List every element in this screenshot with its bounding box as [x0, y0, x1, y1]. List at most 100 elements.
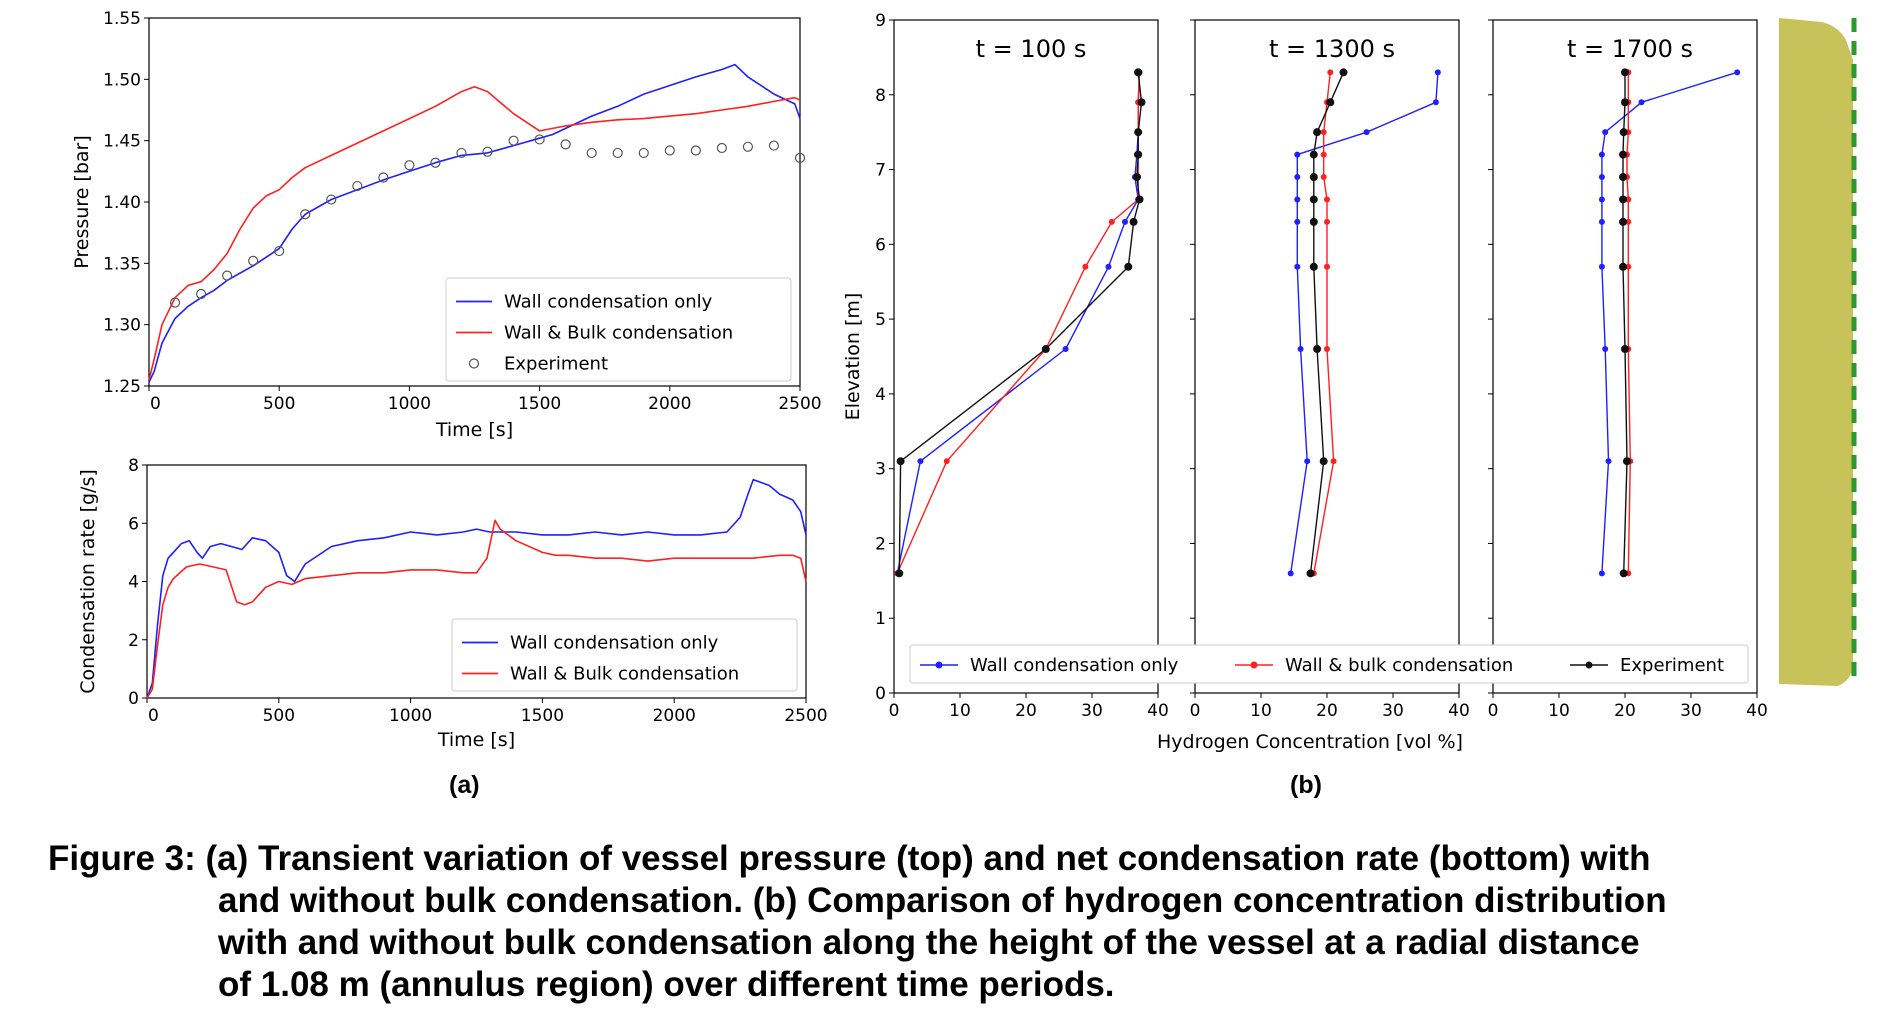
y-tick-label: 2	[875, 534, 886, 554]
data-point-wall-only	[1638, 99, 1645, 106]
data-point-experiment	[1619, 217, 1628, 226]
series-line-wall-bulk	[896, 72, 1141, 574]
x-tick-label: 1000	[389, 706, 432, 726]
x-tick-label: 10	[1548, 701, 1570, 721]
plot-frame	[893, 19, 1159, 694]
data-point-wall-bulk	[1324, 196, 1330, 203]
series-line-wall-bulk	[146, 519, 807, 699]
hydrogen-panel-1: 0 10 20 30 40 0 1 2 3 4 5 6 7 8 9 t = 100 s	[875, 11, 1169, 721]
x-tick-label: 500	[263, 706, 295, 726]
x-axis-label: Time [s]	[437, 729, 515, 751]
y-tick-label: 0	[875, 684, 886, 704]
data-point-wall-only	[1605, 458, 1612, 465]
experiment-point	[222, 270, 233, 281]
legend-label: Wall condensation only	[970, 655, 1179, 676]
data-point-wall-bulk	[1625, 263, 1632, 270]
y-tick-label: 1.40	[103, 193, 141, 213]
data-point-experiment	[1622, 457, 1631, 466]
legend-label: Experiment	[504, 354, 608, 375]
experiment-point	[274, 245, 285, 257]
y-tick-label: 3	[875, 460, 886, 480]
legend-label: Experiment	[1620, 655, 1724, 676]
experiment-point	[664, 145, 675, 156]
data-point-wall-bulk	[1324, 263, 1330, 270]
data-point-experiment	[1619, 262, 1628, 271]
data-point-experiment	[1326, 98, 1335, 107]
experiment-point	[300, 209, 311, 220]
data-point-wall-bulk	[1625, 218, 1632, 225]
legend-marker	[1585, 661, 1593, 669]
y-tick-label: 0	[128, 689, 139, 709]
series-line-experiment	[898, 72, 1143, 574]
x-tick-label: 30	[1382, 701, 1404, 721]
data-point-experiment	[1134, 128, 1143, 137]
data-point-wall-only	[1432, 99, 1439, 106]
legend-label: Wall & bulk condensation	[1285, 655, 1513, 676]
data-point-wall-bulk	[1320, 174, 1327, 181]
y-axis-label: Condensation rate [g/s]	[77, 469, 99, 694]
data-point-experiment	[1339, 68, 1348, 77]
experiment-point	[378, 172, 389, 183]
experiment-point	[404, 160, 415, 171]
x-tick-label: 40	[1746, 701, 1768, 721]
x-tick-label: 2000	[648, 394, 691, 414]
x-tick-label: 0	[1488, 701, 1499, 721]
x-tick-label: 20	[1614, 701, 1636, 721]
data-point-experiment	[1134, 68, 1143, 77]
data-point-wall-only	[1062, 346, 1069, 353]
x-tick-label: 1000	[388, 394, 431, 414]
data-point-experiment	[1041, 345, 1050, 354]
legend-marker	[935, 661, 943, 669]
data-point-wall-bulk	[1625, 196, 1632, 203]
data-point-wall-only	[1304, 458, 1311, 465]
data-point-wall-only	[1297, 346, 1304, 353]
data-point-wall-only	[1105, 263, 1112, 270]
data-point-experiment	[1313, 345, 1322, 354]
x-axis-label: Hydrogen Concentration [vol %]	[1157, 731, 1463, 753]
experiment-point	[456, 147, 467, 159]
panel-label-b: (b)	[1290, 771, 1322, 799]
x-tick-label: 40	[1147, 701, 1169, 721]
x-tick-label: 1500	[518, 394, 561, 414]
data-point-wall-bulk	[1320, 151, 1327, 158]
series-line-wall-only	[1290, 72, 1439, 574]
y-tick-label: 2	[128, 631, 139, 651]
y-tick-label: 6	[128, 514, 139, 534]
experiment-point	[742, 141, 754, 152]
data-point-wall-only	[1598, 196, 1605, 203]
series-line-experiment	[1622, 72, 1628, 574]
experiment-point	[248, 255, 259, 266]
panel-label-a: (a)	[449, 771, 480, 799]
experiment-point	[586, 147, 597, 159]
legend-marker	[1250, 661, 1258, 669]
data-point-wall-bulk	[1330, 458, 1337, 465]
experiment-point	[794, 152, 806, 163]
hydrogen-panel-2: 0 10 20 30 40 t = 1300 s	[1190, 19, 1470, 721]
data-point-experiment	[896, 457, 905, 466]
data-point-wall-bulk	[1320, 129, 1327, 136]
vessel-shape	[1779, 18, 1853, 686]
x-tick-label: 500	[263, 394, 295, 414]
legend-frame	[451, 618, 798, 692]
data-point-experiment	[1309, 195, 1318, 204]
legend-label: Wall condensation only	[510, 633, 719, 654]
series-line-wall-only	[1601, 71, 1738, 574]
y-tick-label: 1.55	[103, 9, 141, 29]
data-point-wall-only	[1602, 346, 1609, 353]
data-point-wall-only	[1363, 129, 1370, 136]
data-point-experiment	[1124, 262, 1133, 271]
experiment-point	[612, 147, 623, 159]
experiment-point	[482, 146, 493, 157]
x-tick-label: 10	[1250, 701, 1272, 721]
experiment-point	[534, 134, 545, 145]
series-line-wall-only	[896, 71, 1141, 574]
data-point-wall-only	[1122, 218, 1128, 225]
y-axis-label: Pressure [bar]	[71, 135, 93, 269]
data-point-experiment	[1309, 173, 1318, 182]
data-point-experiment	[1319, 457, 1328, 466]
experiment-point	[638, 147, 649, 159]
series-line-wall-bulk	[1313, 72, 1335, 574]
data-point-wall-bulk	[1327, 69, 1334, 76]
caption-line-4: of 1.08 m (annulus region) over differen…	[218, 965, 1115, 1004]
legend-label: Wall & Bulk condensation	[504, 323, 733, 344]
